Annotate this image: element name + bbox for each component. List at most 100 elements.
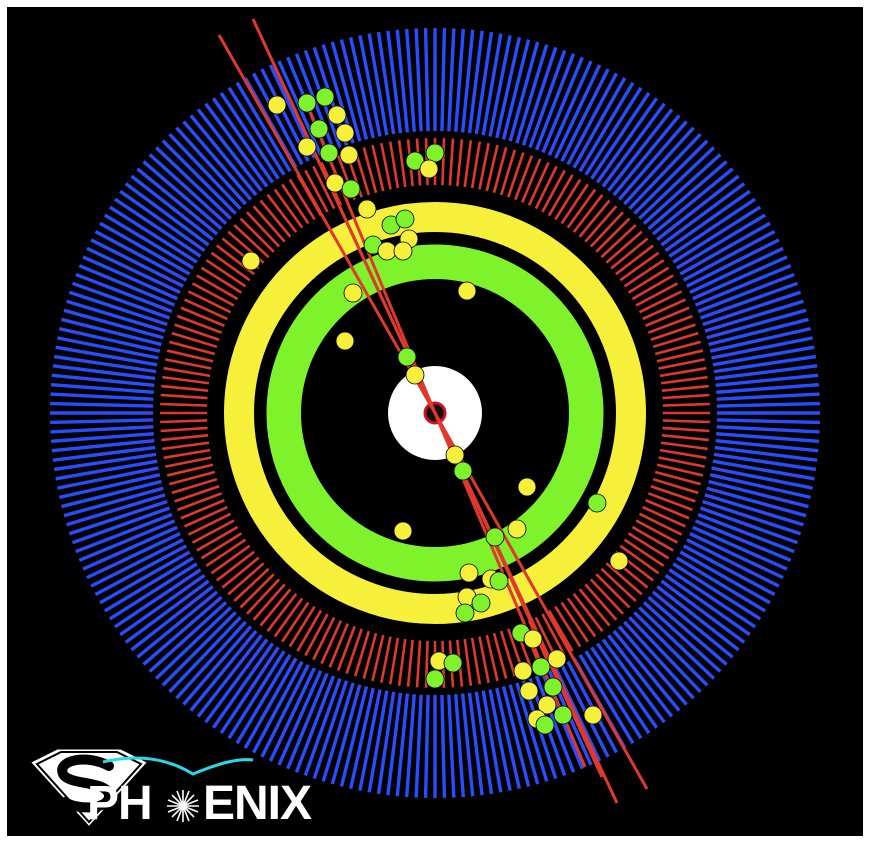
calorimeter-tower [689,532,784,580]
calorimeter-tower [362,632,378,679]
calorimeter-tower [716,392,820,401]
calorimeter-tower [136,590,219,659]
calorimeter-tower [210,251,251,282]
calorimeter-tower [638,290,683,314]
calorimeter-tower [103,556,194,613]
calorimeter-tower [595,642,659,729]
calorimeter-tower [534,675,576,773]
calorimeter-tower [294,675,336,773]
calorimeter-tower [235,81,292,172]
detector-hits [241,87,629,735]
calorimeter-tower [578,588,611,627]
calorimeter-tower [227,86,286,176]
calorimeter-tower [113,568,202,629]
calorimeter-tower [617,625,688,706]
calorimeter-tower [161,139,237,215]
calorimeter-tower [386,30,403,134]
calorimeter-tower [174,485,220,503]
calorimeter-tower [174,323,220,341]
calorimeter-tower [589,211,624,248]
calorimeter-tower [55,459,158,481]
calorimeter-tower [189,114,258,197]
calorimeter-tower [647,595,728,666]
calorimeter-tower [470,141,482,189]
calorimeter-tower [75,272,173,314]
calorimeter-tower [252,583,286,621]
tracker-outer-edge [263,241,607,585]
calorimeter-tower [647,314,693,334]
calorimeter-tower [397,638,407,686]
calorimeter-tower [638,512,683,536]
calorimeter-tower [205,538,247,567]
calorimeter-tower [485,144,499,192]
calorimeter-tower [219,91,280,180]
starburst-icon [167,790,199,822]
calorimeter-tower [662,393,710,400]
hit-marker [445,445,465,465]
outer-calorimeter-ring [50,28,820,798]
calorimeter-tower [227,562,265,596]
calorimeter-tower [547,609,574,652]
event-display-frame: PH ENIX [7,7,863,836]
calorimeter-tower [119,573,206,637]
calorimeter-tower [321,682,355,782]
calorimeter-tower [50,432,154,444]
calorimeter-tower [239,217,275,253]
inner-calorimeter-ring [160,138,710,688]
calorimeter-tower [659,366,707,378]
calorimeter-tower [694,519,792,562]
calorimeter-tower [168,132,242,210]
calorimeter-tower [124,579,210,644]
calorimeter-tower [631,525,674,552]
calorimeter-tower [702,499,802,536]
calorimeter-tower [467,30,484,134]
calorimeter-tower [210,544,251,575]
calorimeter-tower [623,538,665,567]
calorimeter-tower [339,686,369,787]
calorimeter-tower [57,466,159,490]
hit-marker [297,137,317,157]
calorimeter-tower [388,141,400,189]
calorimeter-tower [566,72,618,166]
calorimeter-tower [645,499,690,520]
calorimeter-tower [268,667,316,762]
calorimeter-tower [367,33,389,136]
hit-marker [267,95,287,115]
calorimeter-tower [68,290,168,327]
calorimeter-tower [664,189,751,253]
calorimeter-tower [90,238,184,288]
calorimeter-tower [154,146,232,220]
hit-marker [393,241,413,261]
calorimeter-tower [660,441,708,451]
calorimeter-tower [148,601,228,673]
calorimeter-tower [216,550,255,582]
calorimeter-tower [642,298,687,321]
calorimeter-tower [252,660,304,754]
emcal-ring [224,202,646,624]
calorimeter-tower [605,230,643,264]
calorimeter-tower [578,199,611,238]
calorimeter-tower [50,382,154,394]
sphenix-emblem [26,746,254,831]
calorimeter-tower [78,264,176,307]
calorimeter-tower [656,174,740,241]
calorimeter-tower [633,139,709,215]
calorimeter-tower [560,183,589,225]
calorimeter-tower [233,567,270,602]
calorimeter-tower [304,613,329,657]
calorimeter-tower [376,31,396,135]
calorimeter-tower [312,165,336,210]
calorimeter-tower [647,160,728,231]
calorimeter-tower [200,532,243,560]
calorimeter-tower [246,578,281,615]
calorimeter-tower [709,473,812,500]
calorimeter-tower [55,345,158,367]
hit-marker [517,477,537,497]
calorimeter-tower [160,426,208,433]
calorimeter-tower [708,317,809,347]
calorimeter-tower [273,188,304,229]
calorimeter-tower [119,189,206,253]
calorimeter-tower [447,28,456,132]
hit-marker [455,603,475,623]
calorimeter-tower [627,532,670,560]
